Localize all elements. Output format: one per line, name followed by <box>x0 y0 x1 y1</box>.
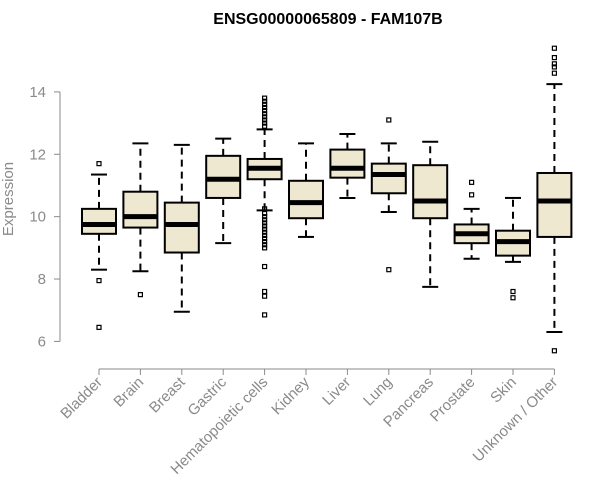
outlier-point <box>262 114 268 120</box>
x-tick-label: Lung <box>360 374 396 410</box>
outlier-point <box>262 293 268 299</box>
outlier-point <box>551 64 558 70</box>
box-unknown-other <box>536 45 573 354</box>
outlier-point <box>262 210 268 217</box>
outlier-point <box>551 61 558 67</box>
x-tick-label: Brain <box>110 374 147 411</box>
outlier-point <box>262 220 268 226</box>
outlier-point <box>551 54 558 61</box>
outlier-point <box>262 98 268 104</box>
box-hematopoietic-cells <box>246 95 283 318</box>
outlier-point <box>262 214 268 220</box>
outlier-point <box>262 242 268 248</box>
outlier-point <box>386 267 392 273</box>
outlier-point <box>262 120 268 126</box>
outlier-point <box>262 235 268 242</box>
box-gastric <box>205 137 242 245</box>
outlier-point <box>262 245 268 251</box>
outlier-point <box>262 232 268 238</box>
outlier-point <box>551 70 558 76</box>
outlier-point <box>469 192 475 198</box>
x-tick-label: Prostate <box>427 374 479 426</box>
y-tick-label: 14 <box>29 84 46 101</box>
iqr-box <box>412 164 449 220</box>
iqr-box <box>81 207 117 235</box>
iqr-box <box>536 171 573 238</box>
y-tick-label: 12 <box>29 146 46 163</box>
outlier-point <box>262 111 268 117</box>
outlier-point <box>262 95 268 101</box>
outlier-point <box>262 226 268 232</box>
outlier-point <box>262 123 268 129</box>
x-tick-label: Liver <box>319 374 354 409</box>
box-pancreas <box>412 140 449 288</box>
outlier-point <box>96 277 102 284</box>
box-breast <box>163 143 200 313</box>
y-tick-label: 10 <box>29 209 46 226</box>
outlier-point <box>262 217 268 223</box>
outlier-point <box>262 108 268 114</box>
outlier-point <box>262 104 268 111</box>
plot-area <box>81 45 573 354</box>
outlier-point <box>262 206 268 212</box>
box-skin <box>495 196 531 301</box>
y-axis-label: Expression <box>0 162 17 236</box>
iqr-box <box>122 190 159 229</box>
outlier-point <box>262 223 268 229</box>
box-bladder <box>81 161 117 330</box>
box-prostate <box>453 179 490 260</box>
box-liver <box>329 133 366 199</box>
box-brain <box>122 142 159 298</box>
outlier-point <box>551 348 558 354</box>
iqr-box <box>288 179 324 220</box>
box-kidney <box>288 142 324 238</box>
outlier-point <box>96 324 102 330</box>
y-tick-label: 8 <box>38 271 46 288</box>
y-axis: 6 8 10 12 14 <box>29 84 61 350</box>
x-tick-label: Bladder <box>57 374 106 423</box>
x-tick-label: Skin <box>487 374 520 407</box>
outlier-point <box>262 229 268 235</box>
outlier-point <box>262 101 268 107</box>
outlier-point <box>96 161 102 167</box>
chart-title: ENSG00000065809 - FAM107B <box>213 11 442 28</box>
outlier-point <box>510 295 516 301</box>
outlier-point <box>137 292 143 298</box>
outlier-point <box>262 312 268 318</box>
outlier-point <box>551 45 558 51</box>
outlier-point <box>262 288 268 295</box>
box-lung <box>370 117 407 273</box>
iqr-box <box>370 162 407 195</box>
outlier-point <box>386 117 392 123</box>
iqr-box <box>163 201 200 254</box>
x-tick-label: Breast <box>146 373 189 416</box>
outlier-point <box>469 179 475 185</box>
x-tick-label: Kidney <box>268 373 313 418</box>
outlier-point <box>262 263 268 270</box>
y-tick-label: 6 <box>38 333 46 350</box>
outlier-point <box>262 117 268 123</box>
iqr-box <box>329 148 366 179</box>
outlier-point <box>510 288 516 295</box>
outlier-point <box>262 239 268 245</box>
